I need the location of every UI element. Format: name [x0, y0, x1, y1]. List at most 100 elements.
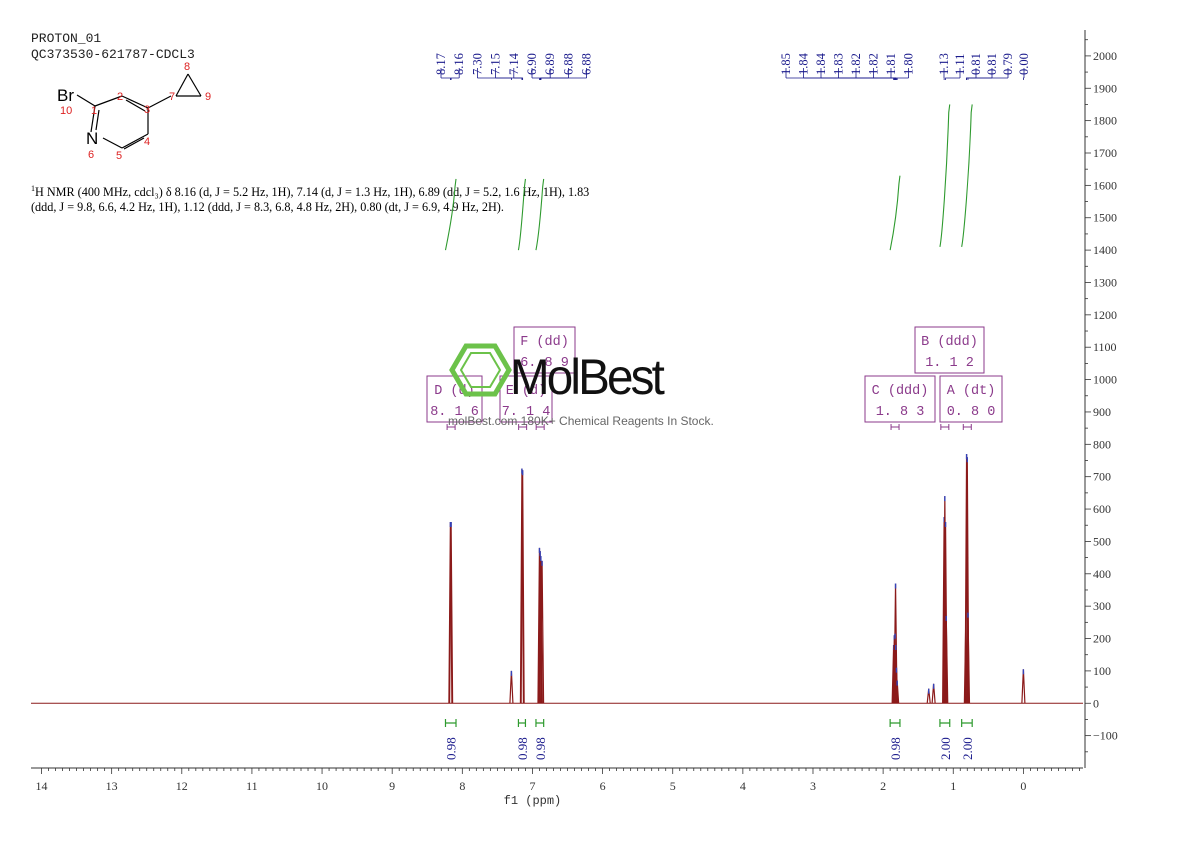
integral-curve	[517, 178, 526, 251]
multiplet-type-label: A (dt)	[947, 384, 996, 399]
x-tick-label: 0	[1020, 779, 1026, 793]
integral-curve	[535, 178, 545, 251]
multiplet-bracket	[535, 424, 545, 430]
peak-shift-label: 8.16	[452, 53, 466, 75]
x-tick-label: 2	[880, 779, 886, 793]
multiplet-box	[914, 326, 985, 374]
multiplet-shift-label: 1. 1 2	[925, 356, 974, 371]
y-tick-label: 1300	[1093, 275, 1117, 289]
peak-shift-label: 1.84	[814, 52, 828, 75]
watermark-hexagon-inner-icon	[459, 352, 502, 388]
x-tick-label: 13	[106, 779, 118, 793]
peak-leader-line	[1022, 68, 1025, 80]
y-tick-label: 600	[1093, 502, 1111, 516]
chart-axes: 14 13 12 11 10 9 8 7 6 5 4 3 2 1 0f1 (ppm)−10001002003…	[31, 30, 1118, 808]
integral-range-marker	[961, 719, 973, 727]
integral-value-label: 0.98	[444, 737, 459, 760]
y-tick-label: 2000	[1093, 49, 1117, 63]
y-tick-label: 700	[1093, 470, 1111, 484]
x-tick-label: 4	[740, 779, 746, 793]
peak-shift-label: 6.88	[561, 53, 575, 75]
watermark-hexagon-icon	[449, 343, 512, 397]
y-tick-label: 1200	[1093, 308, 1117, 322]
peak-shift-label: 1.11	[953, 54, 967, 75]
x-tick-label: 5	[670, 779, 676, 793]
peak-leader-line	[531, 68, 540, 80]
integral-range-marker	[517, 719, 527, 727]
spectrum-peak	[931, 683, 936, 704]
nmr-description-text: H NMR (400 MHz, cdcl₃) δ 8.16 (d, J = 5.…	[31, 185, 590, 215]
x-tick-label: 10	[316, 779, 328, 793]
molecule-structure: Br 10 1 2 3 4 5 N 6 7 8 9	[57, 61, 211, 162]
molecule-bonds	[76, 73, 202, 150]
integral-curve	[889, 175, 901, 251]
atom-br-label: Br	[57, 86, 74, 105]
y-tick-label: 1400	[1093, 243, 1117, 257]
peak-shift-label: 1.81	[884, 53, 898, 75]
peak-shift-label: 0.81	[969, 53, 983, 75]
integral-range-marker	[939, 719, 951, 727]
peak-shift-label: 1.82	[867, 53, 881, 75]
multiplet-bracket	[518, 424, 528, 430]
watermark: MolBest molBest.com 180K+ Chemical Reage…	[448, 343, 714, 428]
peak-leader-line	[513, 68, 524, 80]
peak-leader-line	[890, 68, 897, 80]
y-tick-label: 1900	[1093, 81, 1117, 95]
y-tick-label: 0	[1093, 696, 1099, 710]
x-tick-label: 9	[389, 779, 395, 793]
x-tick-label: 12	[176, 779, 188, 793]
y-tick-label: 800	[1093, 437, 1111, 451]
peak-shift-label: 7.14	[507, 52, 521, 75]
peak-shift-label: 1.80	[902, 53, 916, 75]
integral-range-marker	[444, 719, 457, 727]
y-tick-label: 100	[1093, 664, 1111, 678]
y-tick-label: 1100	[1093, 340, 1117, 354]
atom-9-number: 9	[205, 91, 211, 103]
multiplet-shift-label: 1. 8 3	[876, 405, 925, 420]
x-tick-label: 7	[529, 779, 535, 793]
integral-value-label: 2.00	[960, 737, 975, 760]
y-tick-label: 300	[1093, 599, 1111, 613]
integral-value-label: 0.98	[515, 737, 530, 760]
peak-shift-label: 1.83	[832, 53, 846, 75]
multiplet-box	[864, 375, 936, 423]
peak-leader-line	[450, 68, 460, 80]
integral-value-label: 0.98	[888, 737, 903, 760]
multiplet-bracket	[446, 424, 456, 430]
x-axis-label: f1 (ppm)	[504, 794, 562, 808]
atom-5-number: 5	[116, 150, 122, 162]
multiplet-shift-label: 0. 8 0	[947, 405, 996, 420]
peak-shift-label: 1.13	[937, 53, 951, 75]
peak-leader-line	[945, 68, 961, 80]
x-tick-label: 8	[459, 779, 465, 793]
y-tick-label: 200	[1093, 632, 1111, 646]
spectrum-peak	[895, 680, 900, 704]
multiplet-type-label: C (ddd)	[872, 384, 929, 399]
spectrum-trace	[31, 454, 1083, 704]
atom-6-number: 6	[88, 149, 94, 161]
x-tick-label: 14	[36, 779, 48, 793]
peak-shift-label: 0.00	[1017, 53, 1031, 75]
integral-range-marker	[535, 719, 545, 727]
atom-2-number: 2	[117, 91, 123, 103]
peak-shift-label: 1.82	[849, 53, 863, 75]
multiplet-type-label: B (ddd)	[921, 335, 978, 350]
atom-1-number: 1	[91, 105, 97, 117]
atom-n-label: N	[86, 129, 98, 148]
peak-shift-label: 6.90	[525, 53, 539, 75]
nmr-description: 1H NMR (400 MHz, cdcl₃) δ 8.16 (d, J = 5…	[31, 181, 591, 215]
atom-8-number: 8	[184, 61, 190, 73]
spectrum-peak	[519, 468, 525, 704]
y-tick-label: 900	[1093, 405, 1111, 419]
multiplet-bracket	[962, 424, 972, 430]
multiplet-shift-label: 6. 8 9	[520, 356, 569, 371]
spectrum-peak	[944, 615, 949, 704]
integral-curves	[444, 104, 973, 251]
y-tick-label: 1700	[1093, 146, 1117, 160]
peak-shift-label: 1.85	[779, 53, 793, 75]
spectrum-peak	[926, 688, 931, 704]
integral-curve	[961, 104, 973, 247]
peak-shift-label: 6.89	[543, 53, 557, 75]
spectrum-peak	[1021, 669, 1026, 704]
y-tick-label: 500	[1093, 534, 1111, 548]
